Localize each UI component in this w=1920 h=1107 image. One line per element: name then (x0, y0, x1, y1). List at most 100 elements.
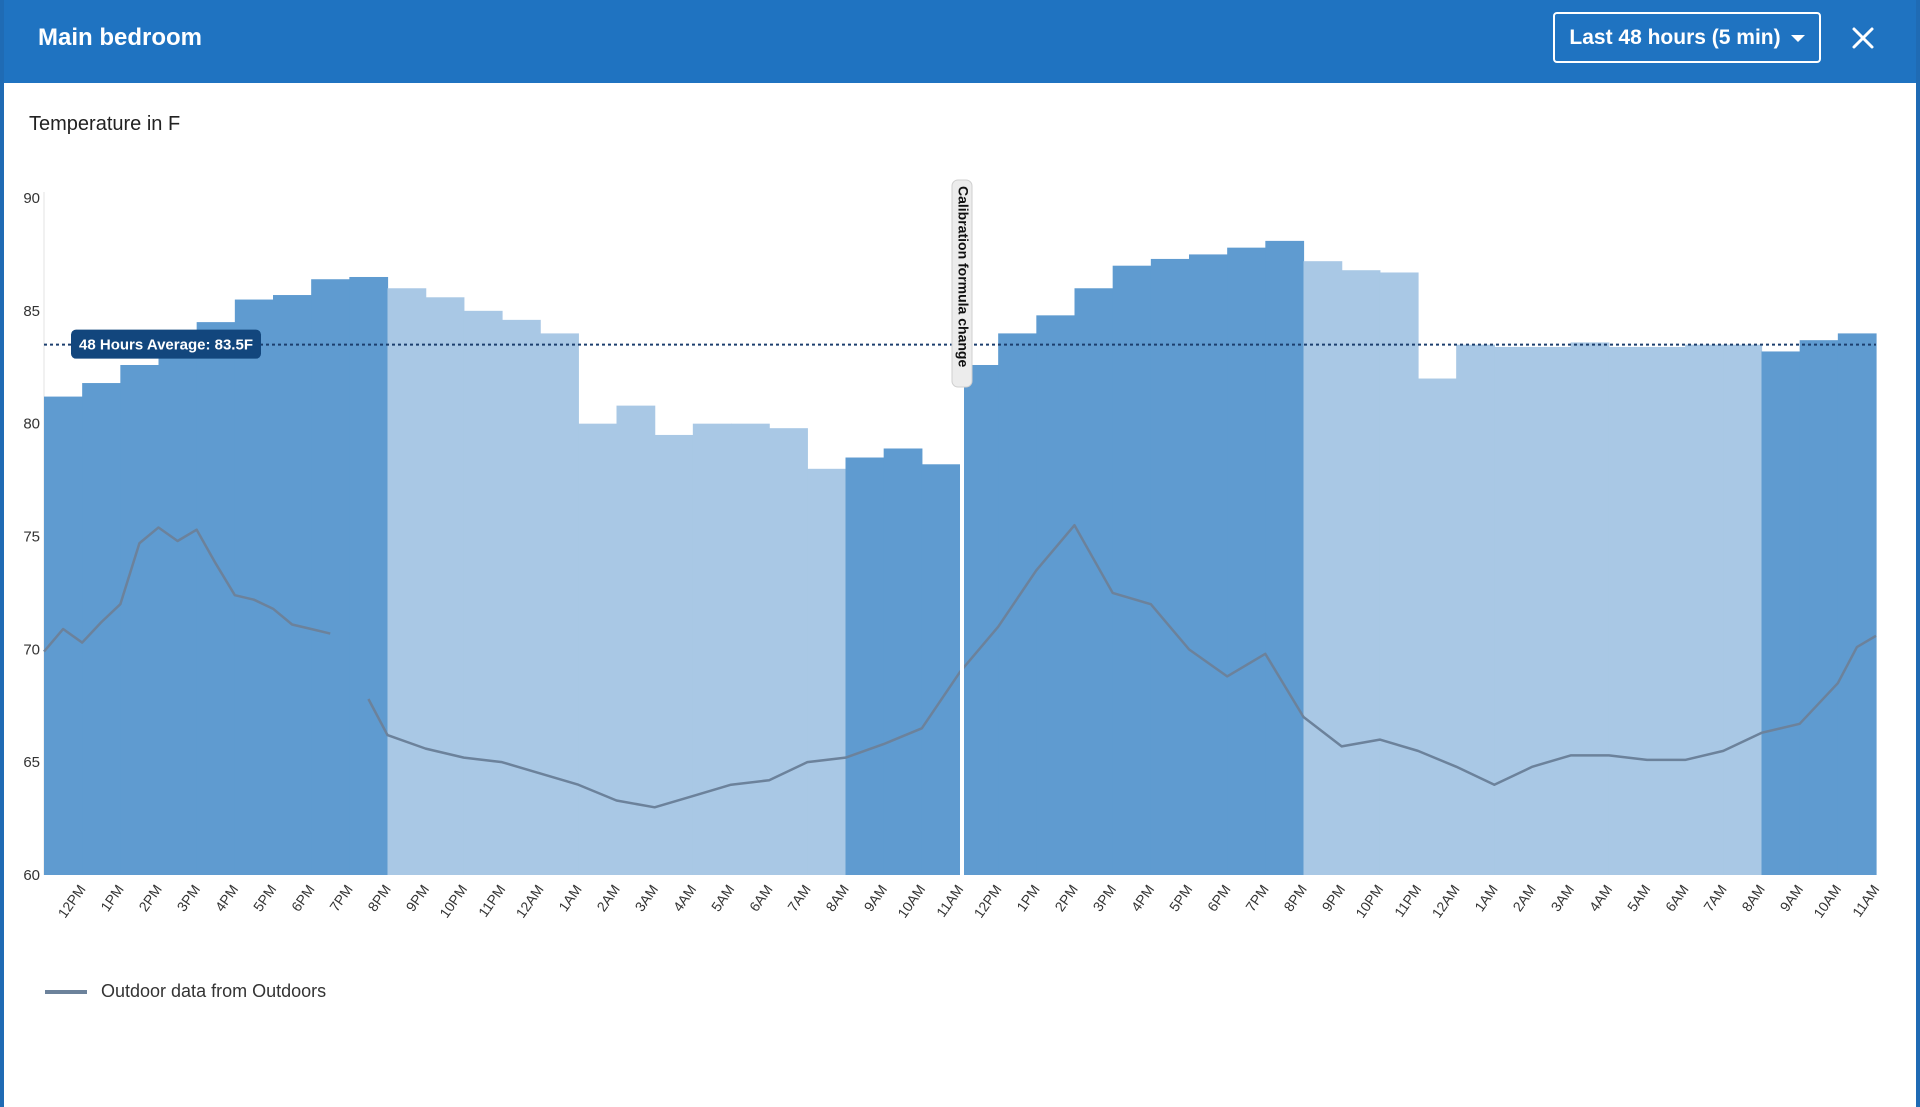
temperature-bar[interactable] (960, 364, 999, 875)
y-tick-label: 80 (23, 416, 40, 433)
temperature-bar[interactable] (1189, 254, 1228, 876)
y-tick-label: 70 (23, 641, 40, 658)
x-tick-label: 11PM (475, 882, 508, 920)
y-tick-label: 75 (23, 529, 40, 546)
temperature-bar[interactable] (1494, 346, 1534, 875)
close-button[interactable] (1847, 22, 1879, 54)
temperature-bar[interactable] (692, 423, 732, 875)
temperature-bar[interactable] (1227, 247, 1266, 875)
temperature-bar[interactable] (44, 396, 83, 875)
temperature-bar[interactable] (616, 405, 656, 875)
time-range-label: Last 48 hours (5 min) (1569, 25, 1781, 49)
temperature-bar[interactable] (463, 310, 503, 875)
temperature-bar[interactable] (1570, 342, 1610, 876)
modal-title: Main bedroom (38, 24, 203, 51)
temperature-bar[interactable] (1723, 344, 1763, 875)
temperature-bar[interactable] (196, 322, 236, 875)
x-tick-label: 7PM (326, 882, 356, 915)
x-tick-label: 5PM (1166, 882, 1196, 915)
y-tick-label: 90 (23, 190, 40, 207)
temperature-bar[interactable] (349, 276, 389, 875)
temperature-bar[interactable] (1532, 346, 1572, 875)
x-tick-label: 9PM (403, 882, 433, 915)
temperature-bar[interactable] (1341, 270, 1381, 875)
calibration-marker-tag[interactable] (951, 179, 973, 388)
temperature-bar[interactable] (1761, 351, 1801, 875)
temperature-bar[interactable] (120, 364, 160, 875)
x-tick-label: 2PM (1051, 882, 1081, 915)
x-tick-label: 6AM (746, 882, 776, 915)
average-badge (71, 329, 261, 359)
y-tick-label: 60 (23, 867, 40, 884)
temperature-bar[interactable] (540, 333, 579, 875)
temperature-bar[interactable] (1303, 261, 1343, 876)
x-tick-label: 3PM (174, 882, 204, 915)
temperature-bar[interactable] (654, 434, 694, 875)
temperature-bar[interactable] (1685, 344, 1724, 875)
temperature-bar[interactable] (502, 319, 541, 875)
chevron-down-icon (1790, 35, 1805, 42)
chart-modal: Main bedroom Last 48 hours (5 min) Tempe… (4, 0, 1916, 1107)
y-tick-label: 85 (23, 303, 40, 320)
temperature-bar[interactable] (769, 428, 808, 875)
x-tick-label: 4AM (1586, 882, 1616, 915)
temperature-bar[interactable] (234, 299, 274, 875)
temperature-bar[interactable] (731, 423, 770, 875)
x-tick-label: 12AM (1429, 882, 1463, 921)
x-tick-label: 1AM (1471, 882, 1501, 915)
modal-header: Main bedroom Last 48 hours (5 min) (4, 0, 1916, 83)
chart-legend[interactable]: Outdoor data from Outdoors (45, 981, 326, 1002)
x-tick-label: 2PM (135, 882, 165, 915)
temperature-bar[interactable] (845, 457, 885, 875)
time-range-dropdown[interactable]: Last 48 hours (5 min) (1553, 12, 1821, 63)
temperature-bar[interactable] (425, 297, 465, 875)
x-tick-label: 3PM (1090, 882, 1120, 915)
x-tick-label: 8PM (1280, 882, 1310, 915)
temperature-bar[interactable] (1379, 272, 1419, 876)
x-tick-label: 2AM (1509, 882, 1539, 915)
temperature-bar[interactable] (158, 337, 198, 875)
temperature-chart: 60 65 70 75 80 85 90 48 Hours Average: 83.5F Cal… (23, 179, 1882, 921)
x-tick-label: 1AM (555, 882, 585, 915)
temperature-bar[interactable] (807, 468, 847, 875)
temperature-bar[interactable] (273, 295, 312, 875)
legend-swatch-outdoor (45, 989, 87, 994)
x-tick-label: 5PM (250, 882, 280, 915)
x-tick-label: 7AM (1700, 882, 1730, 915)
temperature-bar[interactable] (1150, 258, 1190, 875)
temperature-bar[interactable] (1647, 346, 1686, 875)
outdoor-temperature-line (43, 526, 331, 653)
temperature-bar[interactable] (1608, 346, 1648, 875)
temperature-bar[interactable] (578, 423, 618, 875)
average-label: 48 Hours Average: 83.5F (79, 337, 253, 354)
temperature-bar[interactable] (1112, 265, 1152, 875)
x-tick-label: 10PM (1352, 882, 1386, 921)
x-tick-label: 4PM (212, 882, 242, 915)
x-tick-label: 12AM (513, 882, 547, 921)
temperature-bar[interactable] (998, 333, 1037, 875)
y-tick-label: 65 (23, 754, 40, 771)
temperature-bar[interactable] (921, 464, 961, 875)
temperature-bar[interactable] (1036, 315, 1076, 875)
x-tick-label: 4PM (1128, 882, 1158, 915)
chart-title: Temperature in F (29, 113, 181, 135)
temperature-bar[interactable] (883, 448, 923, 875)
x-tick-label: 11AM (1849, 882, 1882, 920)
temperature-bar[interactable] (1837, 333, 1877, 875)
x-tick-label: 5AM (708, 882, 738, 915)
x-tick-label: 8AM (822, 882, 852, 915)
x-tick-label: 12PM (55, 882, 89, 921)
x-tick-label: 10AM (1810, 882, 1844, 921)
temperature-bar[interactable] (1265, 240, 1305, 876)
temperature-bar[interactable] (1799, 340, 1839, 875)
x-tick-label: 7PM (1242, 882, 1272, 915)
x-tick-label: 2AM (593, 882, 623, 915)
temperature-bar[interactable] (387, 288, 427, 875)
x-tick-label: 12PM (971, 882, 1005, 921)
x-tick-label: 9AM (1777, 882, 1807, 915)
temperature-bar[interactable] (1418, 378, 1457, 875)
temperature-bar[interactable] (82, 383, 121, 875)
temperature-bar[interactable] (1456, 344, 1495, 875)
temperature-bar[interactable] (311, 279, 350, 875)
x-tick-label: 5AM (1624, 882, 1654, 915)
